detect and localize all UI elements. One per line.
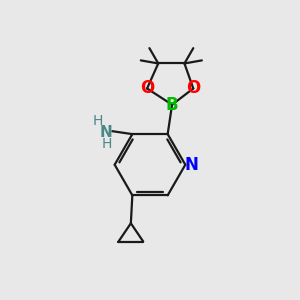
Text: B: B	[166, 96, 178, 114]
Text: N: N	[184, 156, 198, 174]
Text: H: H	[92, 114, 103, 128]
Text: N: N	[100, 125, 112, 140]
Text: O: O	[140, 80, 154, 98]
Text: H: H	[102, 137, 112, 152]
Text: O: O	[186, 80, 200, 98]
